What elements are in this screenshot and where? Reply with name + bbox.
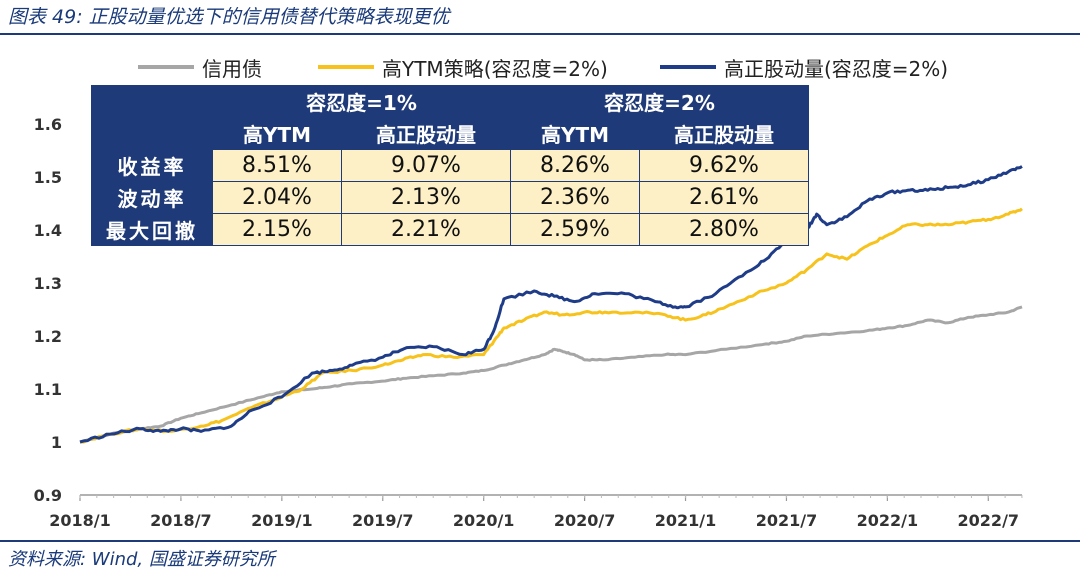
x-tick-label: 2018/1 — [49, 511, 111, 530]
legend-item-momentum: 高正股动量(容忍度=2%) — [660, 54, 949, 81]
table-cell: 2.21% — [341, 213, 511, 246]
legend-swatch-ytm — [318, 65, 374, 69]
line-chart: 0.9 1 1.1 1.2 1.3 1.4 1.5 1.6 2018/1 2018/7 2019/1… — [34, 115, 1023, 530]
x-tick-label: 2021/1 — [655, 511, 717, 530]
legend-label-momentum: 高正股动量(容忍度=2%) — [724, 56, 949, 81]
table-cell: 8.26% — [510, 149, 640, 182]
table-group-header: 容忍度=1% — [212, 85, 511, 118]
x-tick-label: 2019/7 — [352, 511, 414, 530]
x-tick-label: 2019/1 — [251, 511, 313, 530]
series-line-momentum — [79, 165, 1023, 444]
table-row: 最大回撤 2.15% 2.21% 2.59% 2.80% — [91, 213, 809, 246]
table-cell: 2.04% — [212, 181, 342, 214]
table-cell: 2.36% — [510, 181, 640, 214]
y-tick-label: 1.6 — [34, 115, 62, 134]
figure-title: 图表 49: 正股动量优选下的信用债替代策略表现更优 — [8, 6, 450, 28]
series-line-credit — [79, 305, 1023, 444]
source-note: 资料来源: Wind, 国盛证券研究所 — [8, 549, 275, 570]
y-tick-label: 1.2 — [34, 327, 62, 346]
table-cell: 2.61% — [639, 181, 809, 214]
y-tick-label: 0.9 — [34, 486, 62, 505]
table-row: 波动率 2.04% 2.13% 2.36% 2.61% — [91, 181, 809, 214]
legend-label-ytm: 高YTM策略(容忍度=2%) — [382, 56, 608, 81]
x-tick-label: 2022/1 — [857, 511, 919, 530]
table-subheader: 高YTM — [510, 117, 640, 150]
table-cell: 9.07% — [341, 149, 511, 182]
table-subheader: 高正股动量 — [341, 117, 511, 150]
x-tick-label: 2020/1 — [453, 511, 515, 530]
table-subheader: 高正股动量 — [639, 117, 809, 150]
y-tick-label: 1 — [51, 433, 62, 452]
table-cell: 2.80% — [639, 213, 809, 246]
stats-table: 容忍度=1% 容忍度=2% 高YTM 高正股动量 高YTM 高正股动量 收益率 … — [91, 85, 809, 246]
y-tick-label: 1.4 — [34, 221, 62, 240]
table-corner — [91, 85, 213, 150]
source-divider — [0, 540, 1080, 542]
y-tick-label: 1.5 — [34, 168, 62, 187]
legend-item-credit: 信用债 — [138, 54, 262, 81]
legend-item-ytm: 高YTM策略(容忍度=2%) — [318, 54, 608, 81]
legend-swatch-credit — [138, 65, 194, 69]
title-divider — [0, 33, 1080, 35]
legend-label-credit: 信用债 — [202, 56, 262, 81]
table-cell: 2.59% — [510, 213, 640, 246]
x-tick-label: 2021/7 — [756, 511, 818, 530]
table-cell: 2.15% — [212, 213, 342, 246]
y-tick-label: 1.3 — [34, 274, 62, 293]
x-tick-label: 2018/7 — [150, 511, 212, 530]
y-tick-label: 1.1 — [34, 380, 62, 399]
table-group-header: 容忍度=2% — [510, 85, 809, 118]
x-tick-label: 2022/7 — [958, 511, 1020, 530]
table-cell: 9.62% — [639, 149, 809, 182]
table-subheader: 高YTM — [212, 117, 342, 150]
x-tick-label: 2020/7 — [554, 511, 616, 530]
table-subheader-row: 高YTM 高正股动量 高YTM 高正股动量 — [92, 117, 809, 150]
table-group-row: 容忍度=1% 容忍度=2% — [91, 85, 809, 150]
table-row: 收益率 8.51% 9.07% 8.26% 9.62% — [91, 149, 809, 182]
table-cell: 2.13% — [341, 181, 511, 214]
legend-swatch-momentum — [660, 65, 716, 69]
table-row-label: 最大回撤 — [91, 213, 213, 246]
table-row-label: 收益率 — [91, 149, 213, 182]
table-row-label: 波动率 — [91, 181, 213, 214]
table-cell: 8.51% — [212, 149, 342, 182]
